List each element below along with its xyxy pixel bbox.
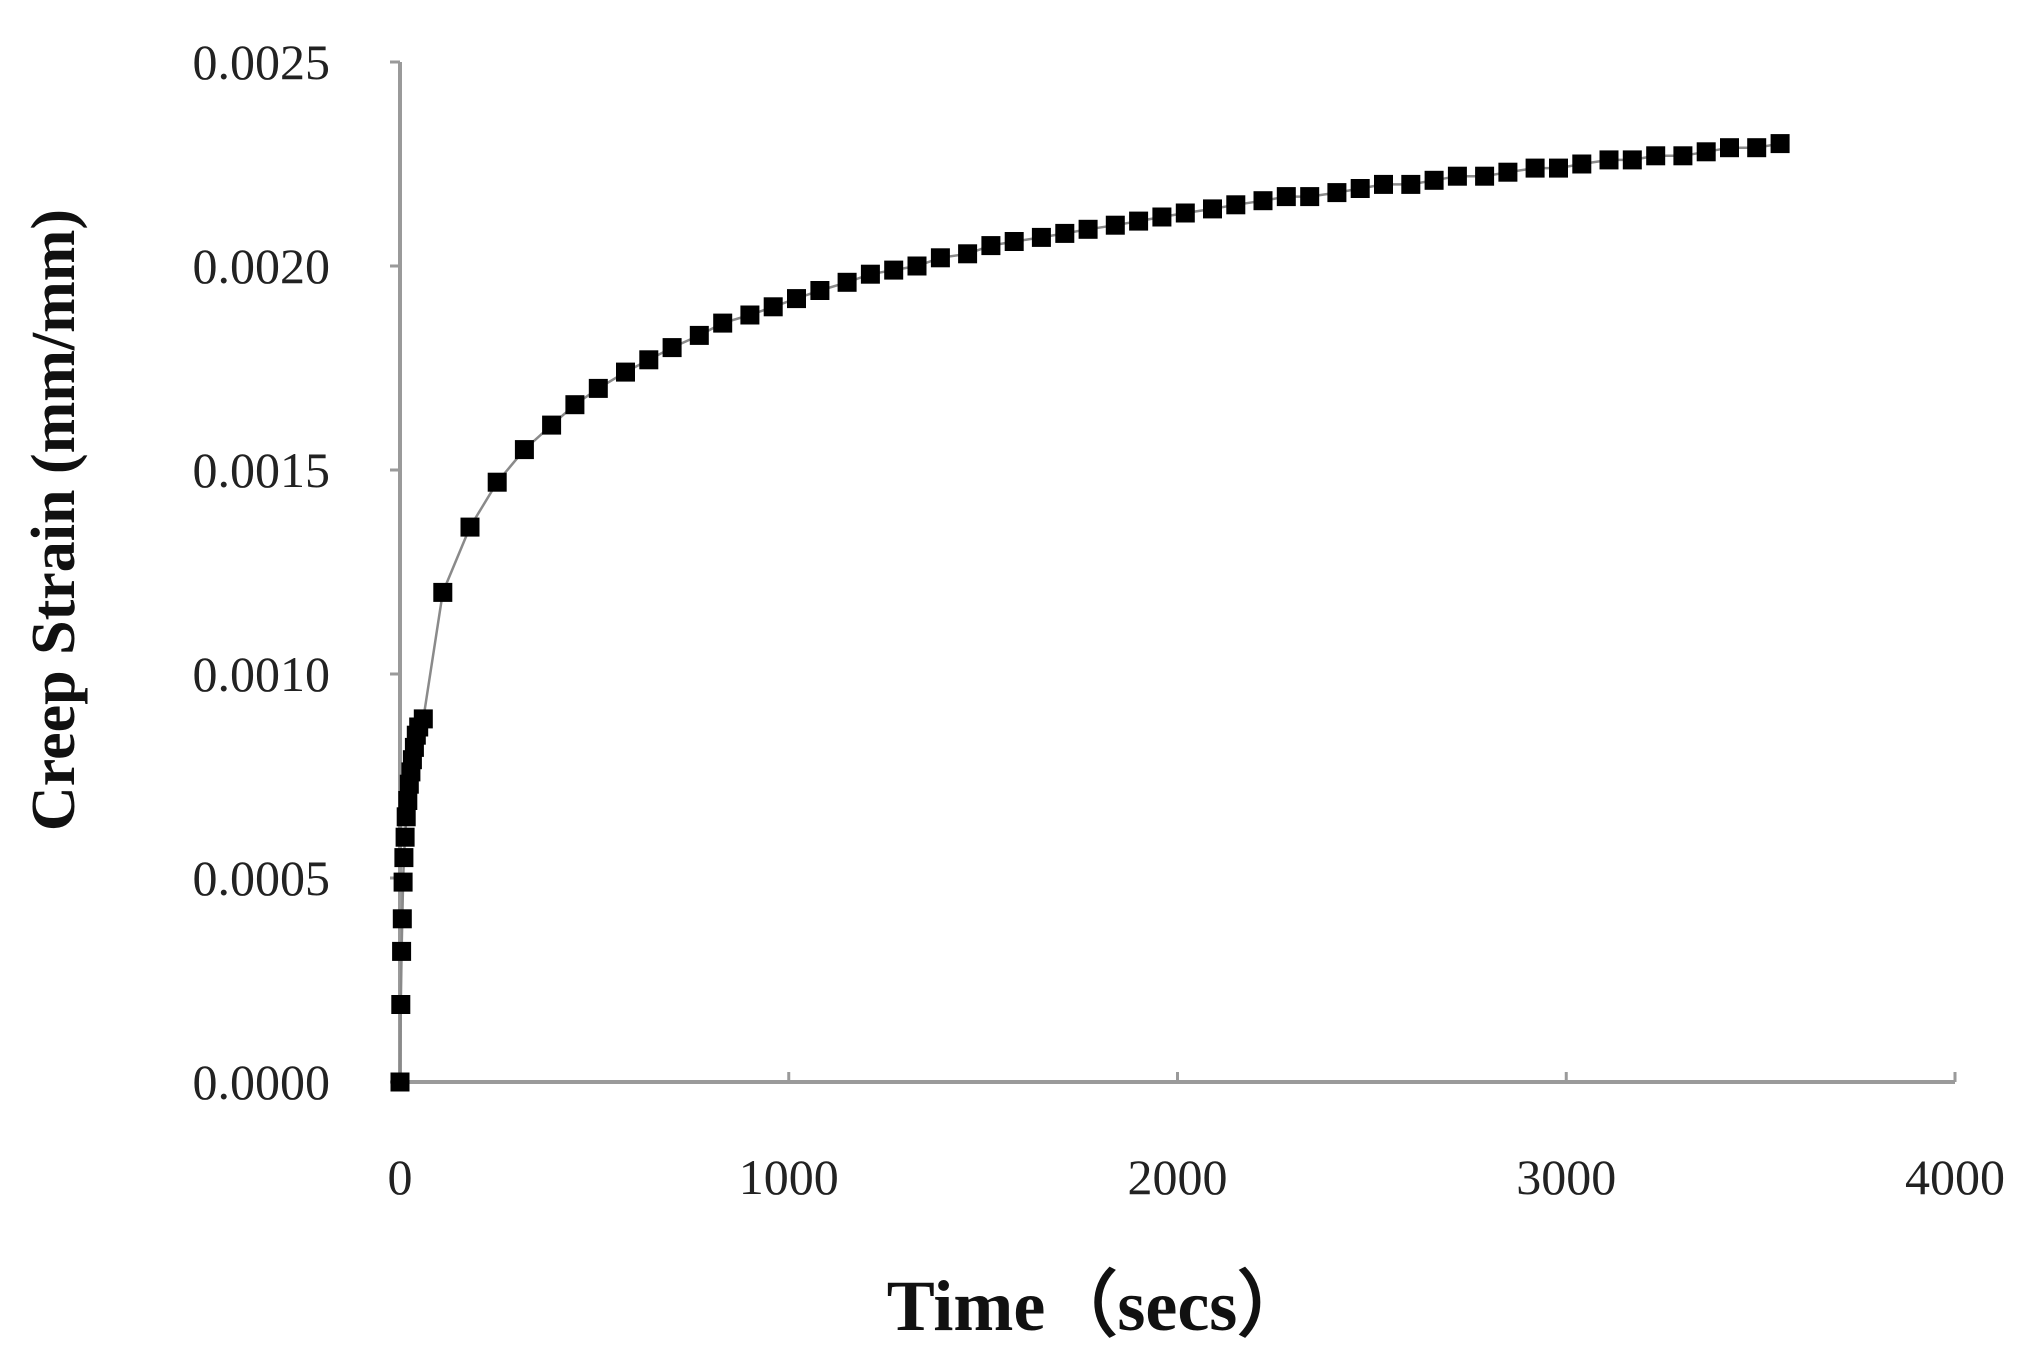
data-point <box>907 256 927 276</box>
data-point <box>1696 142 1716 162</box>
x-tick-label: 1000 <box>739 1149 839 1205</box>
data-point <box>391 995 411 1014</box>
data-point <box>1424 170 1444 190</box>
data-point <box>398 791 418 810</box>
data-point <box>1253 191 1273 211</box>
data-point <box>1498 162 1518 182</box>
ticks: 0.0000 0.0005 0.0010 0.0015 0.0020 0.0025 0 100… <box>193 34 2006 1205</box>
data-point <box>1770 134 1790 154</box>
y-tick-label: 0.0015 <box>193 442 331 498</box>
y-tick-label: 0.0010 <box>193 646 331 702</box>
data-point <box>392 909 412 929</box>
data-point <box>958 244 978 264</box>
data-point <box>1078 219 1098 239</box>
data-point <box>433 582 453 602</box>
data-point <box>393 872 413 892</box>
data-point <box>1646 146 1666 166</box>
data-point <box>787 289 806 309</box>
data-point <box>1226 195 1246 215</box>
data-point <box>1350 179 1370 198</box>
x-tick-label: 2000 <box>1128 1149 1228 1205</box>
data-point <box>487 472 507 492</box>
data-point <box>662 338 682 358</box>
series-line <box>398 142 1781 1083</box>
data-point <box>1129 211 1149 231</box>
data-point <box>1105 215 1125 235</box>
data-point <box>460 517 480 537</box>
y-tick-label: 0.0000 <box>193 1054 331 1110</box>
data-point <box>390 1072 410 1092</box>
data-point <box>1475 166 1495 186</box>
data-point <box>565 395 585 415</box>
data-point <box>837 272 857 292</box>
series <box>390 134 1790 1092</box>
data-point <box>514 440 534 460</box>
x-axis-title: Time（secs） <box>887 1266 1310 1346</box>
data-point <box>810 281 830 300</box>
data-point <box>616 362 635 382</box>
y-tick-label: 0.0025 <box>193 34 331 90</box>
data-point <box>1300 187 1320 207</box>
data-point <box>1374 174 1393 194</box>
data-point <box>1276 187 1296 207</box>
data-point <box>1401 174 1421 194</box>
data-point <box>392 941 412 961</box>
data-point <box>396 807 416 827</box>
data-point <box>395 827 415 847</box>
data-point <box>1327 183 1347 203</box>
data-point <box>930 248 950 268</box>
data-point <box>1031 227 1051 247</box>
data-point <box>394 848 414 868</box>
data-point <box>1203 199 1222 219</box>
data-point <box>1525 158 1545 178</box>
y-tick-label: 0.0005 <box>193 850 331 906</box>
x-tick-label: 4000 <box>1905 1149 2005 1205</box>
data-point <box>639 350 659 370</box>
data-point <box>1673 146 1693 166</box>
data-point <box>713 313 733 333</box>
data-point <box>413 709 433 729</box>
data-point <box>860 264 880 284</box>
y-axis-title: Creep Strain (mm/mm) <box>20 209 88 831</box>
data-point <box>763 297 783 317</box>
data-point <box>689 325 709 345</box>
data-point <box>1004 232 1024 251</box>
data-point <box>588 378 608 398</box>
x-tick-label: 0 <box>388 1149 413 1205</box>
data-point <box>1572 154 1592 174</box>
data-point <box>740 305 760 325</box>
data-point <box>1152 207 1172 227</box>
data-point <box>981 236 1001 256</box>
data-point <box>1447 166 1467 186</box>
data-point <box>1747 138 1767 158</box>
data-point <box>542 415 562 435</box>
data-point <box>1055 223 1075 243</box>
data-point <box>1175 203 1195 223</box>
data-point <box>1599 150 1619 170</box>
data-point <box>884 260 904 280</box>
data-point <box>1549 158 1568 178</box>
y-tick-label: 0.0020 <box>193 238 331 294</box>
data-point <box>1720 138 1739 158</box>
x-tick-label: 3000 <box>1516 1149 1616 1205</box>
data-point <box>1622 150 1642 170</box>
